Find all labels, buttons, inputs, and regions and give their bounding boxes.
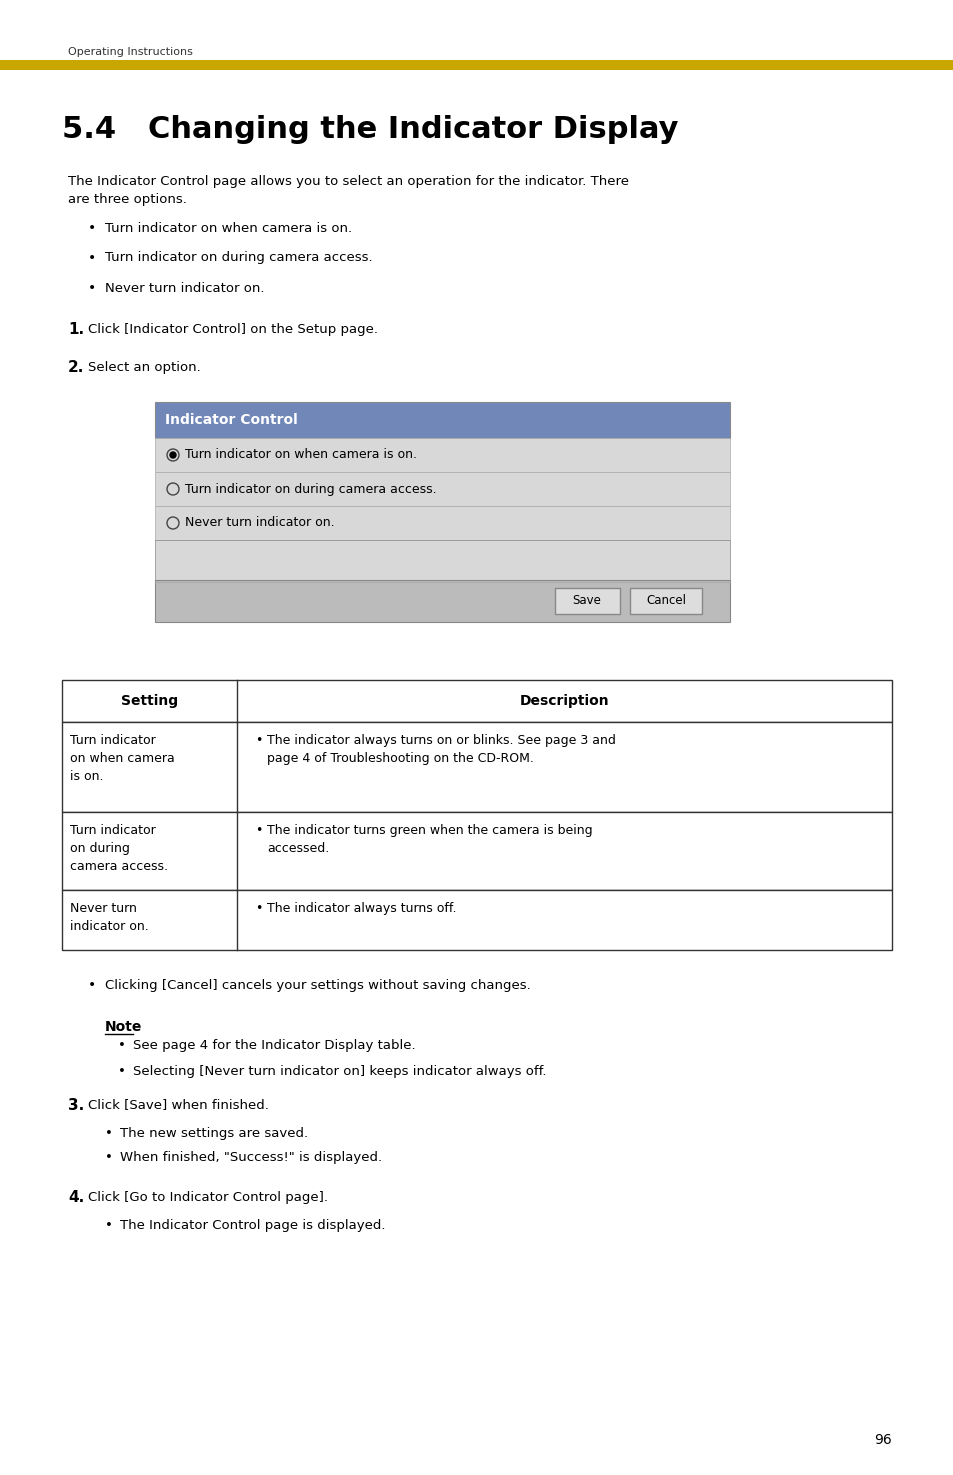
Text: Turn indicator
on during
camera access.: Turn indicator on during camera access. — [70, 825, 168, 873]
Text: The new settings are saved.: The new settings are saved. — [120, 1127, 308, 1140]
Text: The Indicator Control page allows you to select an operation for the indicator. : The Indicator Control page allows you to… — [68, 176, 628, 207]
Bar — [0, 60, 953, 69]
Text: Select an option.: Select an option. — [88, 361, 200, 375]
Text: Never turn indicator on.: Never turn indicator on. — [185, 516, 335, 530]
Text: Turn indicator on when camera is on.: Turn indicator on when camera is on. — [185, 448, 416, 462]
Text: Description: Description — [519, 695, 609, 708]
Text: Turn indicator on during camera access.: Turn indicator on during camera access. — [185, 482, 436, 496]
Text: 4.: 4. — [68, 1190, 84, 1205]
Circle shape — [170, 451, 175, 459]
Text: Note: Note — [105, 1021, 142, 1034]
FancyBboxPatch shape — [555, 589, 619, 614]
Text: Setting: Setting — [121, 695, 178, 708]
Text: Turn indicator on during camera access.: Turn indicator on during camera access. — [105, 252, 373, 264]
Bar — [62, 813, 891, 889]
Text: •: • — [105, 1152, 112, 1164]
Text: Click [Indicator Control] on the Setup page.: Click [Indicator Control] on the Setup p… — [88, 323, 377, 336]
Bar — [62, 889, 891, 950]
Text: •: • — [88, 251, 96, 266]
Text: Selecting [Never turn indicator on] keeps indicator always off.: Selecting [Never turn indicator on] keep… — [132, 1065, 546, 1078]
Text: Cancel: Cancel — [645, 594, 685, 608]
Text: •: • — [118, 1065, 126, 1078]
Bar — [154, 472, 729, 506]
Text: Never turn
indicator on.: Never turn indicator on. — [70, 903, 149, 934]
Text: See page 4 for the Indicator Display table.: See page 4 for the Indicator Display tab… — [132, 1038, 416, 1052]
Text: 1.: 1. — [68, 323, 84, 338]
Text: Turn indicator on when camera is on.: Turn indicator on when camera is on. — [105, 221, 352, 235]
Text: Turn indicator
on when camera
is on.: Turn indicator on when camera is on. — [70, 735, 174, 783]
Bar — [62, 680, 891, 721]
Bar — [154, 403, 729, 438]
Text: Save: Save — [572, 594, 600, 608]
Text: •: • — [88, 978, 96, 993]
FancyBboxPatch shape — [629, 589, 701, 614]
Text: 5.4   Changing the Indicator Display: 5.4 Changing the Indicator Display — [62, 115, 678, 145]
Text: Clicking [Cancel] cancels your settings without saving changes.: Clicking [Cancel] cancels your settings … — [105, 978, 530, 991]
Text: Click [Go to Indicator Control page].: Click [Go to Indicator Control page]. — [88, 1192, 328, 1205]
Bar — [154, 540, 729, 580]
Text: Click [Save] when finished.: Click [Save] when finished. — [88, 1099, 269, 1112]
Text: •: • — [254, 825, 262, 836]
Text: •: • — [88, 221, 96, 235]
Bar — [62, 721, 891, 813]
Bar — [154, 506, 729, 540]
Text: •: • — [254, 903, 262, 914]
Text: The indicator always turns off.: The indicator always turns off. — [267, 903, 456, 914]
Text: •: • — [105, 1220, 112, 1233]
Text: •: • — [118, 1038, 126, 1052]
Text: •: • — [105, 1127, 112, 1140]
Text: Indicator Control: Indicator Control — [165, 413, 297, 426]
Text: 96: 96 — [873, 1434, 891, 1447]
Text: 3.: 3. — [68, 1097, 84, 1112]
Bar — [154, 580, 729, 622]
Text: Never turn indicator on.: Never turn indicator on. — [105, 282, 264, 295]
Text: •: • — [254, 735, 262, 746]
Text: The indicator always turns on or blinks. See page 3 and
page 4 of Troubleshootin: The indicator always turns on or blinks.… — [267, 735, 616, 766]
Text: •: • — [88, 282, 96, 295]
Text: The Indicator Control page is displayed.: The Indicator Control page is displayed. — [120, 1220, 385, 1233]
Text: 2.: 2. — [68, 360, 84, 376]
Text: The indicator turns green when the camera is being
accessed.: The indicator turns green when the camer… — [267, 825, 592, 856]
Text: Operating Instructions: Operating Instructions — [68, 47, 193, 58]
Bar — [154, 438, 729, 472]
Text: When finished, "Success!" is displayed.: When finished, "Success!" is displayed. — [120, 1152, 382, 1164]
